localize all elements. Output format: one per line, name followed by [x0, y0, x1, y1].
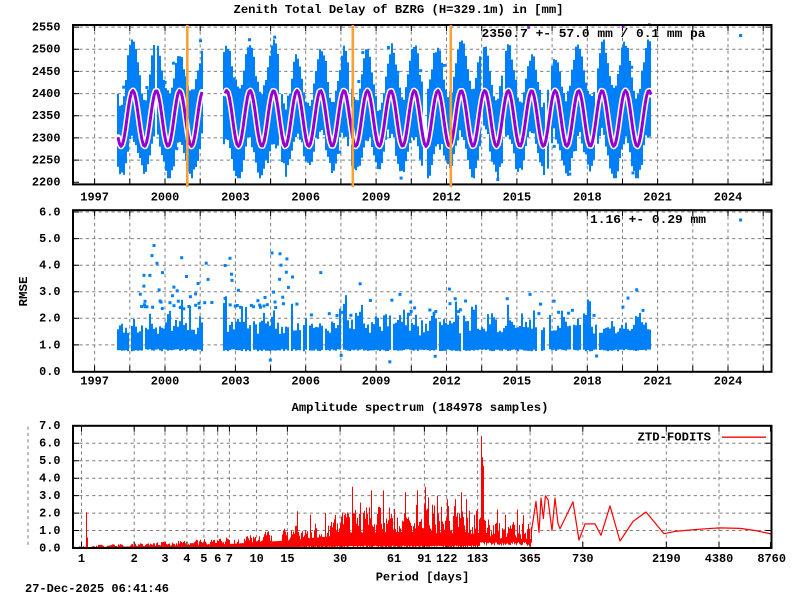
svg-text:5.0: 5.0	[39, 454, 60, 468]
svg-text:15: 15	[280, 552, 294, 566]
svg-text:7: 7	[226, 552, 233, 566]
svg-text:2350: 2350	[32, 109, 61, 123]
svg-text:2021: 2021	[643, 374, 672, 388]
svg-text:2.0: 2.0	[39, 507, 60, 521]
svg-text:6.0: 6.0	[39, 437, 60, 451]
svg-text:2350.7 +- 57.0 mm / 0.1 mm p: 2350.7 +- 57.0 mm / 0.1 mm pa	[482, 27, 706, 41]
svg-text:4380: 4380	[705, 552, 734, 566]
svg-text:RMSE: RMSE	[17, 277, 31, 307]
svg-text:2400: 2400	[32, 87, 61, 101]
svg-text:2003: 2003	[221, 190, 250, 204]
svg-text:122: 122	[436, 552, 458, 566]
svg-text:4.0: 4.0	[39, 259, 60, 273]
svg-text:10: 10	[249, 552, 263, 566]
svg-text:ZTD-FODITS: ZTD-FODITS	[638, 431, 712, 445]
svg-text:91: 91	[417, 552, 431, 566]
svg-text:2550: 2550	[32, 21, 61, 35]
svg-text:6.0: 6.0	[39, 205, 60, 219]
svg-text:2006: 2006	[291, 374, 320, 388]
svg-text:1.16 +- 0.29 mm: 1.16 +- 0.29 mm	[590, 213, 706, 227]
svg-text:2190: 2190	[652, 552, 681, 566]
svg-text:2021: 2021	[643, 190, 672, 204]
svg-text:1.0: 1.0	[39, 524, 60, 538]
svg-text:5.0: 5.0	[39, 232, 60, 246]
svg-text:1: 1	[78, 552, 85, 566]
svg-text:2500: 2500	[32, 43, 61, 57]
svg-text:1.0: 1.0	[39, 338, 60, 352]
svg-text:61: 61	[387, 552, 401, 566]
svg-text:2009: 2009	[362, 374, 391, 388]
svg-text:0.0: 0.0	[39, 541, 60, 555]
svg-text:2250: 2250	[32, 154, 61, 168]
svg-text:2024: 2024	[714, 374, 743, 388]
svg-text:1997: 1997	[80, 374, 109, 388]
svg-text:2000: 2000	[151, 190, 180, 204]
svg-text:4: 4	[183, 552, 190, 566]
svg-text:5: 5	[200, 552, 207, 566]
svg-text:2015: 2015	[503, 190, 532, 204]
svg-text:2018: 2018	[573, 190, 602, 204]
svg-text:3.0: 3.0	[39, 489, 60, 503]
svg-text:Zenith Total Delay of BZRG (H=: Zenith Total Delay of BZRG (H=329.1m) in…	[234, 3, 564, 17]
svg-text:2015: 2015	[503, 374, 532, 388]
svg-text:8760: 8760	[757, 552, 786, 566]
svg-text:2012: 2012	[432, 374, 461, 388]
svg-text:2006: 2006	[291, 190, 320, 204]
svg-text:2.0: 2.0	[39, 312, 60, 326]
svg-text:30: 30	[333, 552, 347, 566]
svg-text:2003: 2003	[221, 374, 250, 388]
svg-text:183: 183	[467, 552, 489, 566]
svg-text:2200: 2200	[32, 176, 61, 190]
svg-text:4.0: 4.0	[39, 472, 60, 486]
svg-text:730: 730	[572, 552, 594, 566]
svg-text:2018: 2018	[573, 374, 602, 388]
svg-text:3.0: 3.0	[39, 285, 60, 299]
svg-text:3: 3	[161, 552, 168, 566]
svg-text:2: 2	[131, 552, 138, 566]
svg-text:1997: 1997	[80, 190, 109, 204]
svg-text:Amplitude spectrum (184978 sam: Amplitude spectrum (184978 samples)	[292, 401, 549, 415]
svg-text:2300: 2300	[32, 131, 61, 145]
svg-text:2450: 2450	[32, 65, 61, 79]
svg-text:0.0: 0.0	[39, 365, 60, 379]
svg-text:27-Dec-2025 06:41:46: 27-Dec-2025 06:41:46	[25, 582, 169, 596]
svg-text:2000: 2000	[151, 374, 180, 388]
svg-text:Period [days]: Period [days]	[376, 570, 470, 584]
svg-text:6: 6	[214, 552, 221, 566]
svg-text:7.0: 7.0	[39, 419, 60, 433]
svg-text:365: 365	[519, 552, 541, 566]
svg-text:2009: 2009	[362, 190, 391, 204]
svg-text:2012: 2012	[432, 190, 461, 204]
svg-text:2024: 2024	[714, 190, 743, 204]
